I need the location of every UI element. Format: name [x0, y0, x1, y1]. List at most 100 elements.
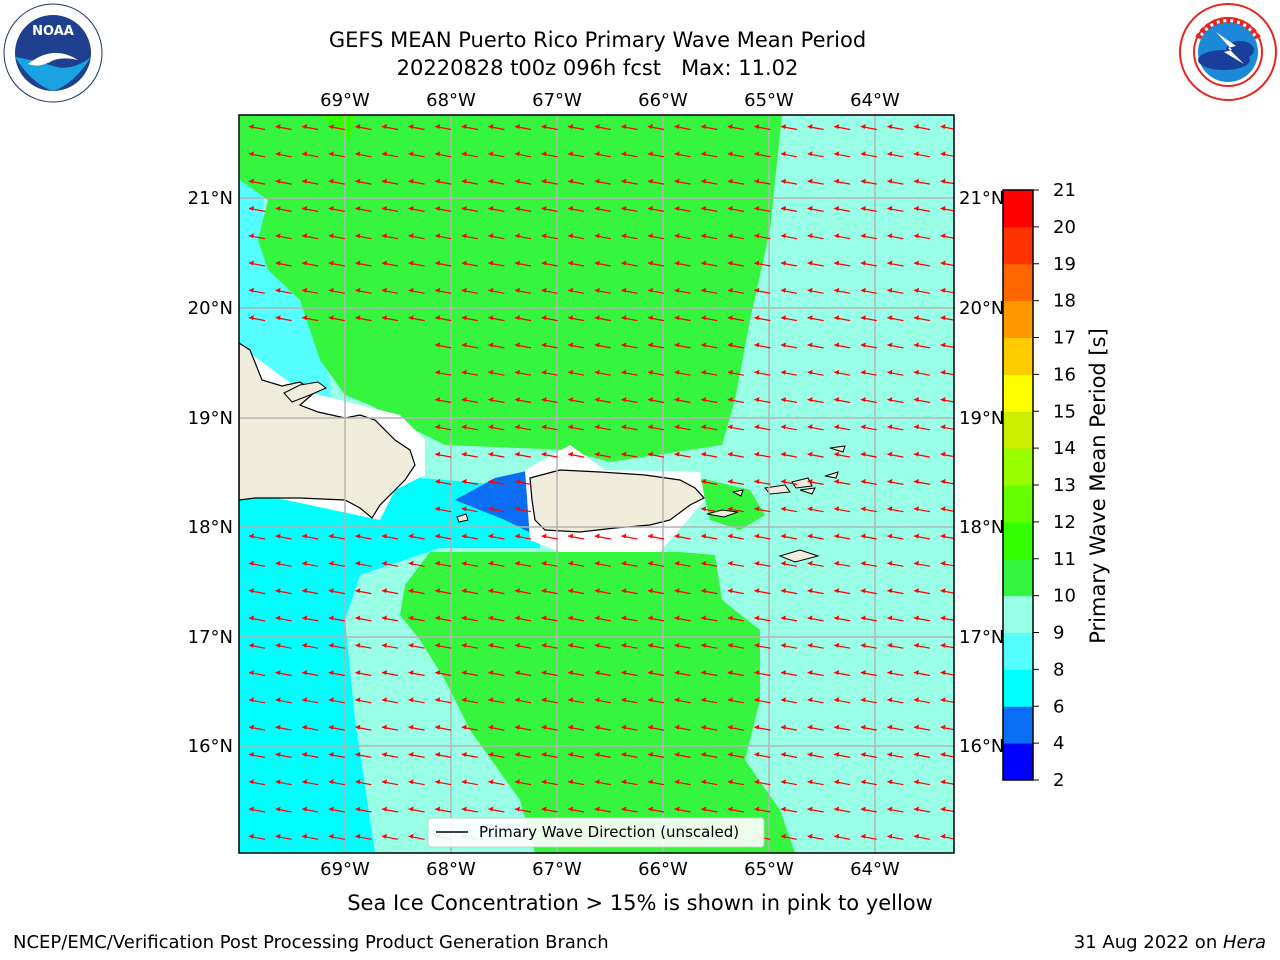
wave-arrow-head: [621, 533, 627, 539]
wave-arrow-head: [648, 342, 653, 348]
wave-arrow-head: [860, 151, 866, 157]
wave-arrow-head: [328, 806, 334, 812]
wave-arrow-head: [541, 533, 547, 539]
wave-arrow-head: [515, 560, 520, 566]
wave-arrow-head: [408, 560, 414, 566]
wave-arrow-head: [435, 615, 441, 621]
wave-arrow-head: [807, 342, 813, 348]
wave-arrow-head: [249, 315, 254, 321]
wave-arrow-head: [860, 478, 866, 484]
wave-arrow-head: [382, 205, 387, 211]
wave-arrow-head: [382, 751, 387, 757]
wave-arrow-head: [781, 369, 786, 375]
wave-arrow-head: [727, 642, 733, 648]
wave-arrow-head: [727, 806, 733, 812]
wave-arrow-head: [594, 397, 600, 402]
wave-arrow-head: [515, 124, 520, 129]
wave-arrow-head: [621, 779, 627, 785]
colorbar-tick-label: 17: [1053, 328, 1076, 349]
lon-label-top: 64°W: [850, 90, 900, 111]
colorbar-tick-label: 21: [1053, 180, 1076, 201]
lat-label-right: 20°N: [959, 298, 1004, 319]
wave-arrow-head: [461, 124, 467, 129]
wave-arrow-head: [435, 478, 441, 484]
wave-arrow-head: [648, 670, 653, 675]
wave-arrow-head: [914, 424, 919, 430]
colorbar-tick-label: 9: [1053, 623, 1064, 644]
wave-arrow-head: [594, 424, 600, 430]
wave-arrow-head: [382, 151, 387, 157]
wave-arrow-head: [781, 833, 786, 839]
wave-arrow-head: [754, 287, 760, 293]
wave-arrow-head: [488, 260, 494, 266]
wave-arrow-head: [621, 151, 627, 157]
wave-arrow-head: [648, 369, 653, 375]
footer-date-text: 31 Aug 2022 on: [1073, 932, 1223, 953]
wave-arrow-head: [701, 451, 707, 457]
wave-arrow-head: [408, 724, 414, 730]
wave-arrow-head: [860, 451, 866, 457]
wave-arrow-head: [461, 397, 467, 402]
wave-arrow-head: [914, 205, 919, 211]
wave-arrow-head: [887, 315, 893, 321]
wave-arrow-head: [834, 588, 840, 594]
wave-arrow-head: [435, 205, 441, 211]
wave-arrow-head: [568, 342, 574, 348]
wave-arrow-head: [754, 315, 760, 321]
wave-arrow-head: [249, 260, 254, 266]
wave-arrow-head: [621, 124, 627, 129]
wave-arrow-head: [887, 615, 893, 621]
wave-arrow-head: [674, 342, 680, 348]
wave-arrow-head: [887, 670, 893, 675]
wave-arrow-head: [754, 124, 760, 129]
wave-arrow-head: [488, 151, 494, 157]
wave-arrow-head: [275, 260, 281, 266]
wave-arrow-head: [754, 670, 760, 675]
wave-arrow-head: [435, 287, 441, 293]
wave-arrow-head: [860, 560, 866, 566]
wave-arrow-head: [914, 233, 919, 239]
wave-arrow-head: [940, 151, 946, 157]
wave-arrow-head: [914, 315, 919, 321]
wave-arrow-head: [355, 260, 361, 266]
wave-arrow-head: [781, 506, 786, 512]
colorbar-swatch: [1003, 190, 1033, 228]
wave-arrow-head: [727, 124, 733, 129]
wave-arrow-head: [594, 533, 600, 539]
colorbar-swatch: [1003, 485, 1033, 523]
wave-arrow-head: [781, 724, 786, 730]
colorbar-swatch: [1003, 595, 1033, 633]
wave-arrow-head: [727, 478, 733, 484]
wave-arrow-head: [914, 588, 919, 594]
wave-arrow-head: [781, 397, 786, 402]
wave-arrow-head: [781, 533, 786, 539]
wave-arrow-head: [940, 806, 946, 812]
wave-arrow-head: [887, 451, 893, 457]
wave-arrow-head: [727, 287, 733, 293]
wave-arrow-head: [727, 724, 733, 730]
wave-arrow-head: [594, 806, 600, 812]
legend-label: Primary Wave Direction (unscaled): [479, 823, 739, 841]
wave-arrow-head: [355, 124, 361, 129]
wave-arrow-head: [594, 315, 600, 321]
wave-arrow-head: [382, 560, 387, 566]
wave-arrow-head: [701, 260, 707, 266]
wave-arrow-head: [914, 287, 919, 293]
wave-arrow-head: [754, 478, 760, 484]
wave-arrow-head: [568, 151, 574, 157]
wave-arrow-head: [754, 233, 760, 239]
wave-arrow-head: [914, 670, 919, 675]
lon-label-bottom: 65°W: [744, 859, 794, 880]
wave-arrow-head: [860, 670, 866, 675]
wave-arrow-head: [701, 670, 707, 675]
wave-arrow-head: [648, 724, 653, 730]
wave-arrow-head: [382, 588, 387, 594]
wave-arrow-head: [674, 451, 680, 457]
wave-arrow-head: [860, 751, 866, 757]
wave-arrow-head: [701, 588, 707, 594]
wave-arrow-head: [834, 615, 840, 621]
wave-arrow-head: [461, 151, 467, 157]
lat-label-right: 21°N: [959, 188, 1004, 209]
wave-arrow-head: [488, 178, 494, 184]
wave-arrow-head: [914, 178, 919, 184]
